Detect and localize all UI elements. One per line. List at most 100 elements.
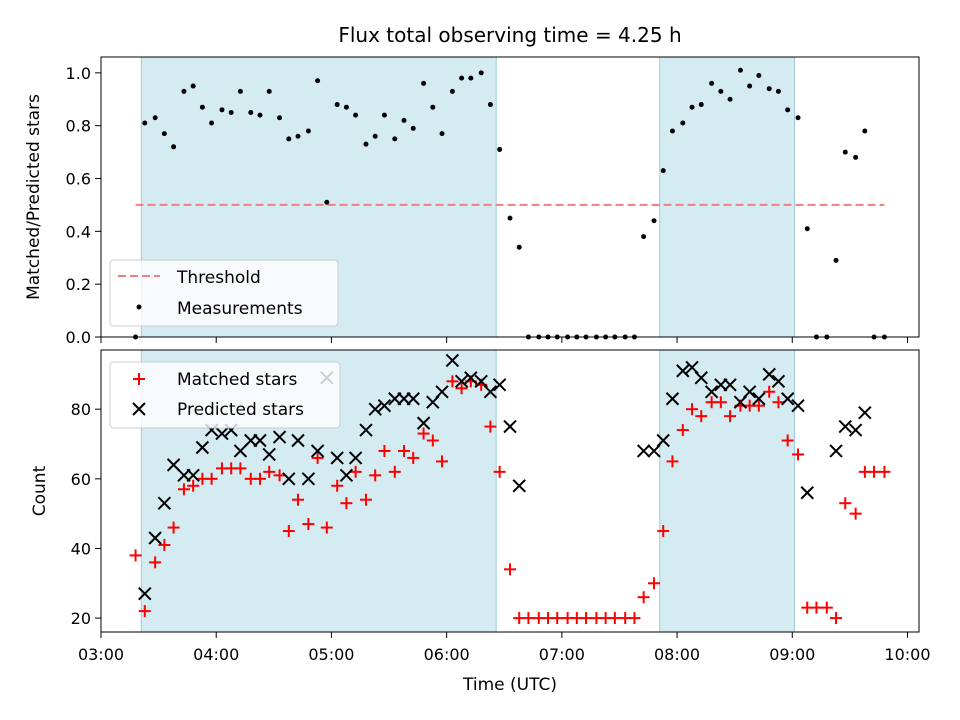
legend-matched-label: Matched stars bbox=[177, 370, 297, 390]
matched-star-point bbox=[446, 375, 459, 388]
measurement-point bbox=[315, 78, 321, 84]
predicted-star-point-b bbox=[848, 423, 863, 437]
bottom-y-tick-label: 80 bbox=[71, 400, 91, 419]
predicted-star-point bbox=[186, 468, 200, 483]
matched-star-point bbox=[320, 521, 333, 534]
predicted-star-point-b bbox=[483, 385, 498, 399]
predicted-star-point bbox=[704, 385, 719, 399]
bottom-plot-frame bbox=[100, 349, 920, 633]
matched-star-point bbox=[292, 493, 305, 506]
measurement-point bbox=[142, 120, 148, 126]
bottom-x-tick-label: 06:00 bbox=[424, 645, 470, 664]
predicted-star-point-b bbox=[656, 433, 670, 448]
predicted-star-point bbox=[272, 430, 287, 444]
predicted-star-point-b bbox=[454, 374, 469, 389]
measurement-point bbox=[430, 104, 436, 110]
bottom-legend: Matched stars Predicted stars bbox=[109, 361, 341, 429]
predicted-star-point bbox=[348, 451, 363, 465]
measurement-point bbox=[353, 112, 359, 118]
measurement-point bbox=[266, 88, 272, 94]
bottom-x-tick-label: 03:00 bbox=[78, 645, 124, 664]
predicted-star-point-b bbox=[233, 444, 248, 458]
predicted-star-point bbox=[291, 433, 305, 448]
measurement-point bbox=[709, 80, 715, 86]
matched-star-point bbox=[666, 455, 679, 468]
predicted-star-point-b bbox=[838, 419, 852, 434]
bottom-x-tick-label: 04:00 bbox=[193, 645, 239, 664]
measurement-point bbox=[334, 102, 340, 108]
predicted-star-point-b bbox=[148, 531, 162, 545]
predicted-star-point-b bbox=[492, 378, 507, 392]
predicted-star-point-b bbox=[195, 440, 210, 455]
measurement-point bbox=[171, 144, 177, 150]
predicted-star-point-b bbox=[166, 458, 181, 472]
matched-star-point bbox=[792, 448, 805, 461]
matched-star-point bbox=[455, 382, 468, 395]
bottom-x-tick-label: 05:00 bbox=[308, 645, 354, 664]
predicted-star-point-b bbox=[138, 586, 152, 601]
bottom-x-tick-label: 10:00 bbox=[884, 645, 930, 664]
legend-measurements-label: Measurements bbox=[177, 299, 303, 319]
predicted-star-point bbox=[195, 440, 210, 455]
matched-star-point bbox=[282, 525, 295, 538]
bottom-y-tick-label: 40 bbox=[71, 539, 91, 558]
measurement-point bbox=[842, 149, 848, 155]
predicted-star-point bbox=[368, 402, 382, 416]
measurement-point bbox=[381, 112, 387, 118]
measurement-point bbox=[363, 141, 369, 147]
measurement-point bbox=[199, 104, 205, 110]
predicted-star-point-b bbox=[829, 444, 843, 458]
matched-star-point bbox=[580, 612, 593, 625]
top-y-axis-label: Matched/Predicted stars bbox=[24, 94, 44, 300]
predicted-star-point-b bbox=[282, 472, 296, 486]
predicted-star-point-b bbox=[742, 385, 757, 399]
predicted-star-point bbox=[166, 458, 181, 472]
predicted-star-point bbox=[301, 472, 316, 486]
matched-star-point bbox=[331, 479, 344, 492]
predicted-star-point bbox=[492, 378, 507, 392]
predicted-star-point bbox=[148, 531, 162, 545]
matched-star-point bbox=[177, 483, 190, 496]
matched-star-point bbox=[839, 497, 852, 510]
measurement-point bbox=[680, 120, 686, 126]
matched-star-point bbox=[138, 605, 151, 618]
predicted-star-point-b bbox=[253, 433, 267, 448]
top-y-tick-label: 0.4 bbox=[66, 222, 91, 241]
top-legend-box bbox=[109, 259, 339, 327]
measurement-point bbox=[421, 80, 427, 86]
top-window-1 bbox=[659, 56, 796, 338]
measurement-point bbox=[775, 88, 781, 94]
matched-star-point bbox=[484, 420, 497, 433]
matched-star-point bbox=[407, 451, 420, 464]
predicted-star-point bbox=[416, 416, 431, 430]
matched-star-point bbox=[263, 465, 276, 478]
predicted-star-point bbox=[215, 426, 229, 441]
measurement-point bbox=[209, 120, 215, 126]
predicted-star-point bbox=[138, 586, 152, 601]
predicted-stars-points bbox=[138, 353, 872, 601]
predicted-star-point bbox=[310, 444, 325, 458]
matched-star-point bbox=[657, 525, 670, 538]
predicted-star-point-b bbox=[272, 430, 287, 444]
measurement-point bbox=[727, 96, 733, 102]
bottom-x-tick-label: 09:00 bbox=[769, 645, 815, 664]
predicted-star-point-b bbox=[359, 423, 373, 437]
predicted-star-point-b bbox=[301, 472, 316, 486]
bottom-x-tick-label: 07:00 bbox=[539, 645, 585, 664]
matched-star-point bbox=[772, 396, 785, 409]
measurement-point bbox=[497, 146, 503, 152]
measurement-point bbox=[161, 131, 167, 137]
measurement-point bbox=[747, 83, 753, 89]
top-y-tick-label: 0.8 bbox=[66, 117, 91, 136]
predicted-star-point bbox=[330, 451, 344, 465]
matched-star-point bbox=[628, 612, 641, 625]
predicted-star-point-b bbox=[310, 444, 325, 458]
predicted-star-point bbox=[483, 385, 498, 399]
matched-star-point bbox=[493, 465, 506, 478]
predicted-star-point-b bbox=[474, 374, 488, 389]
matched-star-point bbox=[830, 612, 843, 625]
top-legend: Threshold Measurements bbox=[109, 259, 339, 327]
measurement-point bbox=[324, 199, 330, 205]
top-y-axis-ticks: 0.0 0.2 0.4 0.6 0.8 1.0 bbox=[66, 64, 101, 347]
predicted-star-point bbox=[445, 353, 460, 368]
